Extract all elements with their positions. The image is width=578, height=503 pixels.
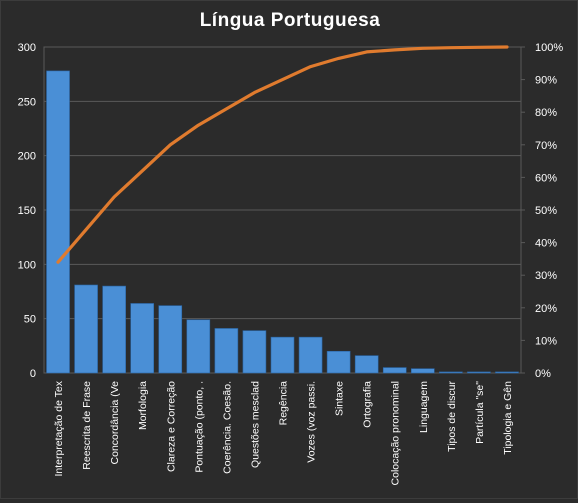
y-left-tick-label: 300 bbox=[18, 42, 36, 54]
bar bbox=[187, 320, 210, 373]
bar bbox=[467, 372, 490, 373]
x-tick-label: Tipos de discur bbox=[446, 381, 458, 452]
bar-series bbox=[47, 71, 519, 373]
x-tick-label: Sintaxe bbox=[334, 381, 346, 416]
bar bbox=[47, 71, 70, 373]
bar bbox=[271, 337, 294, 373]
x-tick-label: Coerência. Coesão. bbox=[221, 381, 233, 474]
y-right-tick-label: 90% bbox=[535, 75, 557, 87]
y-right-tick-label: 80% bbox=[535, 107, 557, 119]
y-left-tick-label: 50 bbox=[24, 314, 36, 326]
x-tick-label: Clareza e Correção bbox=[165, 381, 177, 472]
bar bbox=[383, 368, 406, 373]
x-tick-label: Linguagem bbox=[418, 381, 430, 433]
cumulative-line bbox=[58, 47, 507, 262]
chart-title: Língua Portuguesa bbox=[1, 10, 578, 32]
y-left-tick-label: 150 bbox=[18, 205, 36, 217]
y-right-tick-label: 10% bbox=[535, 335, 557, 347]
x-tick-label: Morfologia bbox=[137, 381, 149, 430]
y-left-tick-label: 250 bbox=[18, 96, 36, 108]
y-right-tick-label: 50% bbox=[535, 205, 557, 217]
y-right-tick-label: 40% bbox=[535, 238, 557, 250]
x-tick-label: Vozes (voz passi. bbox=[306, 381, 318, 463]
bar bbox=[439, 372, 462, 373]
x-tick-label: Reescrita de Frase bbox=[81, 381, 93, 470]
x-tick-label: Concordância (Ve bbox=[109, 381, 121, 465]
bar bbox=[411, 369, 434, 373]
bar bbox=[75, 285, 98, 373]
y-right-tick-label: 0% bbox=[535, 368, 551, 380]
bar bbox=[299, 337, 322, 373]
cumulative-line-series bbox=[58, 47, 507, 262]
bar bbox=[159, 306, 182, 373]
bar bbox=[103, 286, 126, 373]
bar bbox=[243, 331, 266, 373]
x-tick-label: Questões mesclad bbox=[249, 381, 261, 468]
bar bbox=[327, 351, 350, 373]
bar bbox=[215, 328, 238, 373]
y-right-tick-label: 30% bbox=[535, 270, 557, 282]
y-right-tick-label: 100% bbox=[535, 42, 563, 54]
x-tick-label: Tipologia e Gên bbox=[502, 381, 514, 455]
y-left-tick-label: 200 bbox=[18, 151, 36, 163]
bar bbox=[495, 372, 518, 373]
axes: 0 50 100 150 200 250 300 0% 10% 20% 30% 40% 50% 60% 70… bbox=[18, 42, 564, 485]
y-right-tick-label: 20% bbox=[535, 303, 557, 315]
y-right-tick-label: 60% bbox=[535, 172, 557, 184]
bar bbox=[131, 303, 154, 373]
y-right-tick-label: 70% bbox=[535, 140, 557, 152]
x-tick-label: Regência bbox=[278, 381, 290, 426]
x-tick-label: Colocação pronominal bbox=[390, 381, 402, 485]
bar bbox=[355, 356, 378, 373]
x-tick-label: Interpretação de Tex bbox=[53, 380, 65, 476]
x-tick-label: Ortografia bbox=[362, 381, 374, 428]
y-left-tick-label: 0 bbox=[30, 368, 36, 380]
x-tick-label: Pontuação (ponto, . bbox=[193, 381, 205, 473]
x-tick-label: Partícula "se" bbox=[474, 381, 486, 444]
y-left-tick-label: 100 bbox=[18, 259, 36, 271]
